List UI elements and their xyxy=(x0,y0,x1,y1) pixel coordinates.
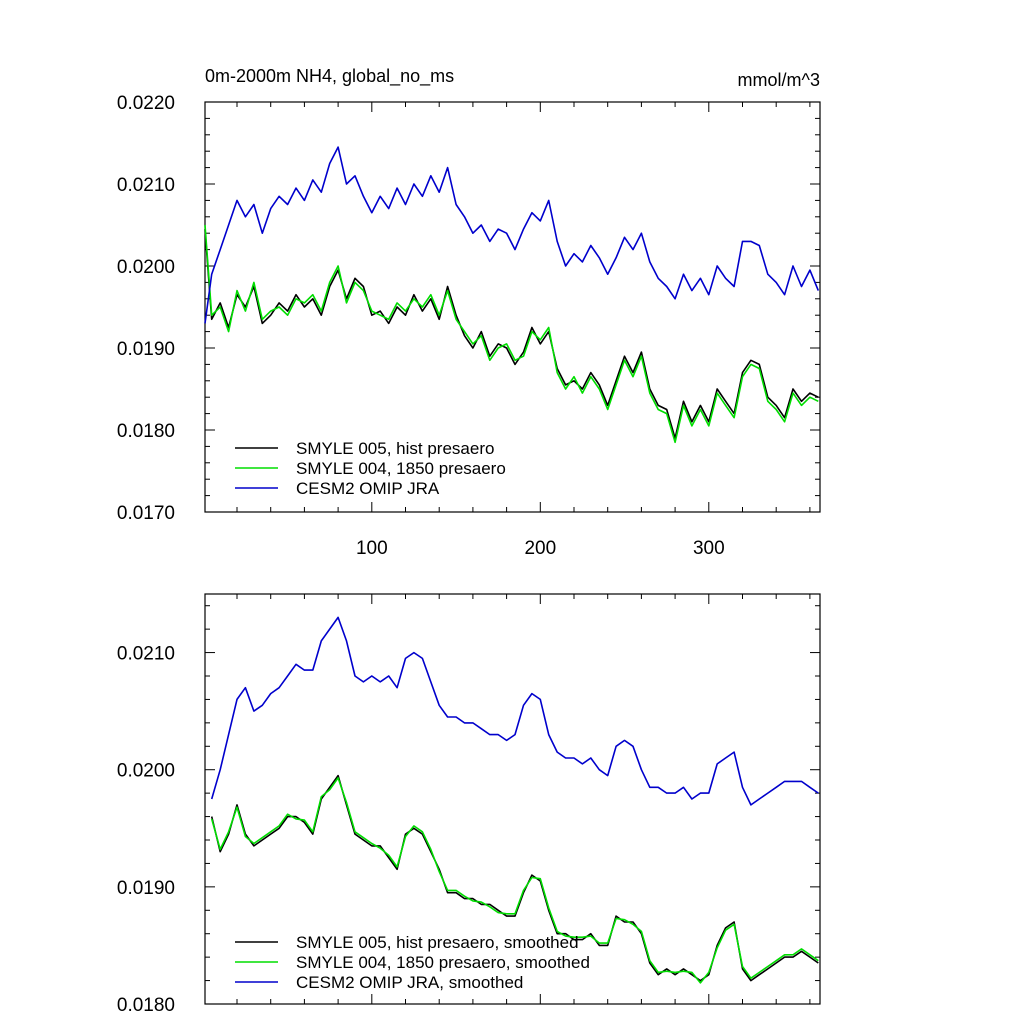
series-line-1 xyxy=(210,774,819,982)
legend-label: SMYLE 004, 1850 presaero xyxy=(296,459,506,478)
legend-label: SMYLE 005, hist presaero, smoothed xyxy=(296,933,579,952)
y-tick-label: 0.0220 xyxy=(117,93,175,114)
y-tick-label: 0.0180 xyxy=(117,421,175,442)
y-tick-label: 0.0200 xyxy=(117,761,175,782)
chart-title: 0m-2000m NH4, global_no_ms xyxy=(205,66,454,87)
x-tick-label: 300 xyxy=(693,538,725,559)
series-line-3 xyxy=(204,146,820,324)
x-tick-label: 200 xyxy=(524,538,556,559)
series-lines xyxy=(210,616,819,984)
plot-frame xyxy=(204,593,821,1005)
y-tick-label: 0.0210 xyxy=(117,644,175,665)
tick-marks: 0.0180 0.0190 0.0200 0.0210 xyxy=(117,594,820,1016)
legend: SMYLE 005, hist presaero, smoothedSMYLE … xyxy=(235,933,590,992)
series-line-2 xyxy=(210,777,819,984)
series-line-3 xyxy=(210,616,819,806)
legend-label: CESM2 OMIP JRA, smoothed xyxy=(296,973,523,992)
y-tick-label: 0.0190 xyxy=(117,878,175,899)
legend-label: SMYLE 004, 1850 presaero, smoothed xyxy=(296,953,590,972)
series-lines xyxy=(204,146,820,444)
legend-label: CESM2 OMIP JRA xyxy=(296,479,440,498)
units-label: mmol/m^3 xyxy=(738,70,820,90)
y-tick-label: 0.0200 xyxy=(117,257,175,278)
x-tick-label: 100 xyxy=(356,538,388,559)
y-tick-label: 0.0180 xyxy=(117,995,175,1016)
y-tick-label: 0.0210 xyxy=(117,175,175,196)
legend-label: SMYLE 005, hist presaero xyxy=(296,439,494,458)
tick-marks: 0.0170 0.0180 0.0190 0.0200 0.0210 0.0220 100 2… xyxy=(117,93,820,559)
top-panel: 0m-2000m NH4, global_no_ms mmol/m^3 0.01… xyxy=(117,66,821,559)
y-tick-label: 0.0190 xyxy=(117,339,175,360)
bottom-panel: 0.0180 0.0190 0.0200 0.0210 SMYLE 005, hist… xyxy=(117,593,821,1016)
series-line-2 xyxy=(204,224,819,444)
plot-frame xyxy=(204,101,821,513)
y-tick-label: 0.0170 xyxy=(117,503,175,524)
series-line-1 xyxy=(204,229,819,440)
